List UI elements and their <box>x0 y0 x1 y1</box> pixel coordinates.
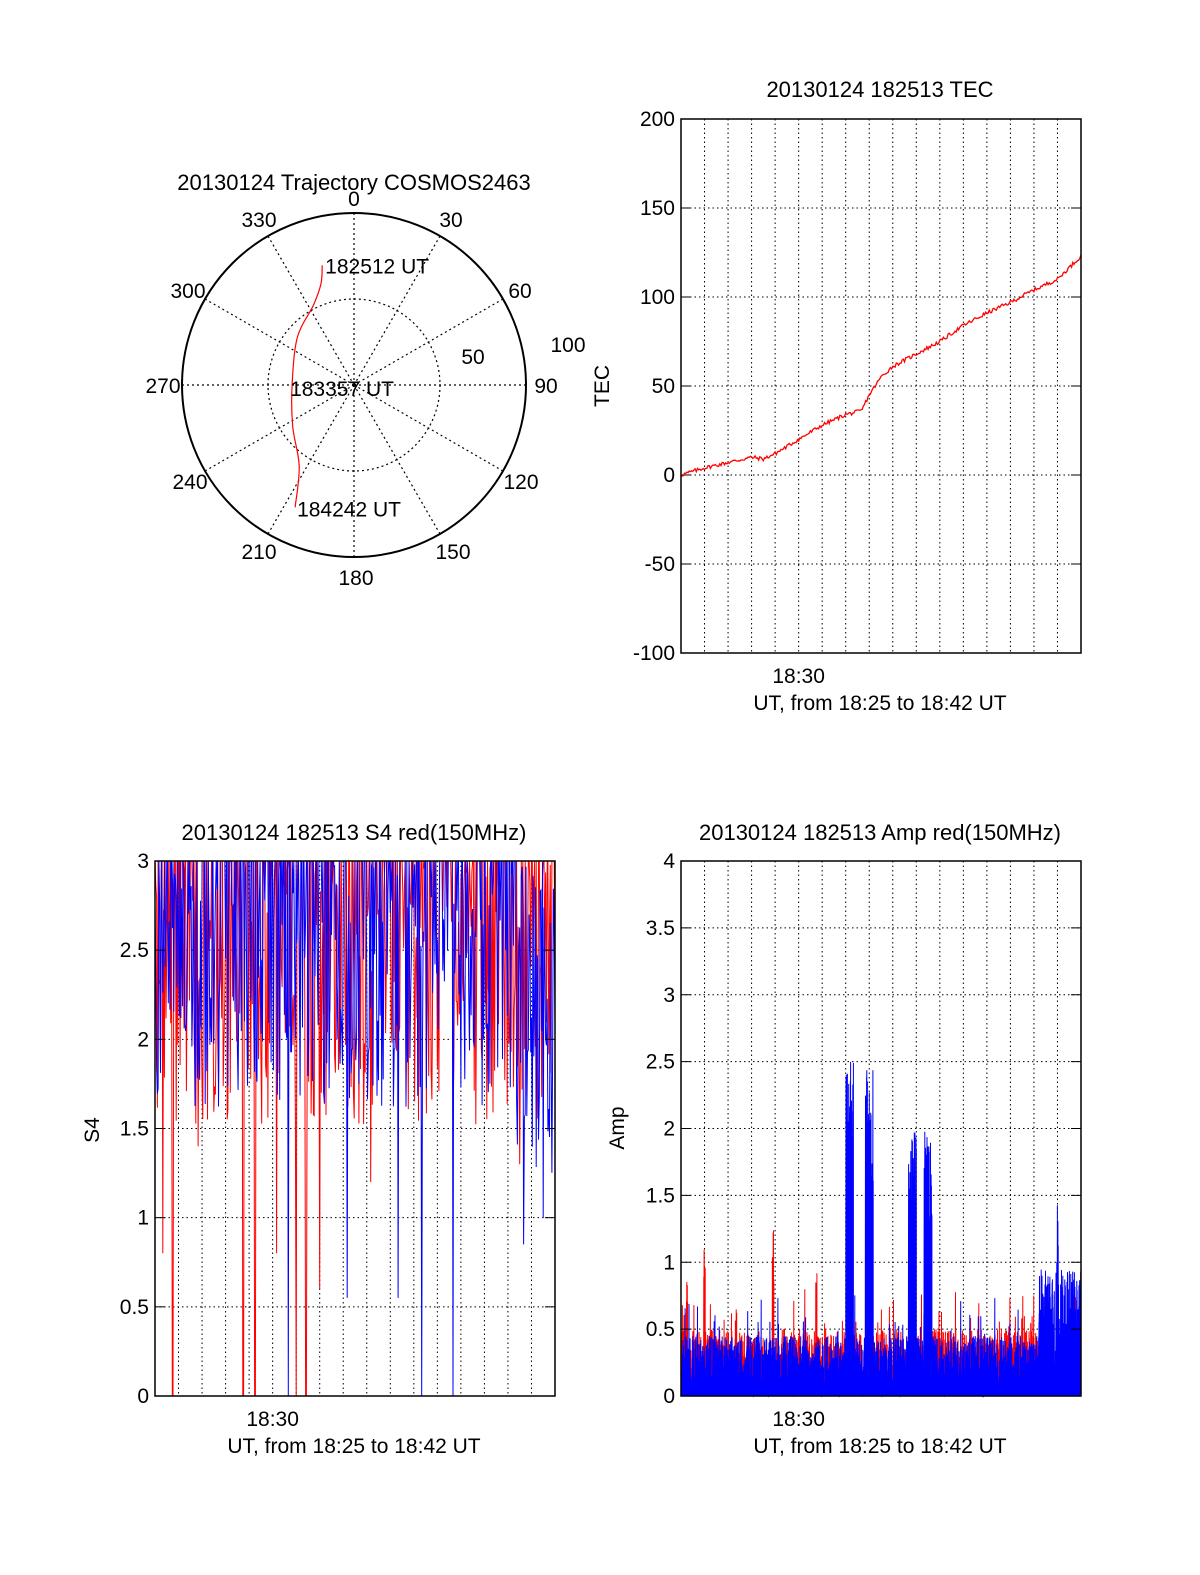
amp-series <box>680 1061 1082 1398</box>
trajectory-track <box>291 265 323 508</box>
amp-y-ticks: 0 0.5 1 1.5 2 2.5 3 3.5 4 <box>646 850 1081 1408</box>
y-tick-label: 150 <box>640 197 675 220</box>
s4-ylabel: S4 <box>81 1117 104 1143</box>
trajectory-radial-labels: 50 100 <box>461 334 585 369</box>
tec-x-ticks: 18:30 <box>772 665 825 688</box>
y-tick-label: -100 <box>633 642 675 665</box>
amp-xlabel: UT, from 18:25 to 18:42 UT <box>753 1435 1006 1458</box>
amp-series-line-blue <box>680 1061 1082 1398</box>
tec-y-ticks: -100 -50 0 50 100 150 200 <box>633 108 1081 665</box>
amp-x-ticks: 18:30 <box>772 1408 825 1431</box>
amp-panel: 20130124 182513 Amp red(150MHz) 0 0.5 1 1.5… <box>606 820 1082 1458</box>
tec-grid <box>681 119 1081 653</box>
amp-ylabel: Amp <box>606 1106 629 1149</box>
polar-azimuth-label: 330 <box>241 209 276 232</box>
y-tick-label: 1 <box>663 1251 675 1274</box>
trajectory-panel: 20130124 Trajectory COSMOS2463 0 30 60 90 12… <box>145 170 585 590</box>
polar-spoke <box>204 298 355 386</box>
y-tick-label: 50 <box>652 375 675 398</box>
polar-azimuth-label: 240 <box>172 471 207 494</box>
y-tick-label: 2 <box>663 1118 675 1141</box>
y-tick-label: 3.5 <box>646 917 675 940</box>
polar-ring <box>267 298 441 472</box>
y-tick-label: 2 <box>137 1028 149 1051</box>
polar-spoke <box>353 235 441 386</box>
tec-xlabel: UT, from 18:25 to 18:42 UT <box>753 692 1006 715</box>
polar-azimuth-label: 150 <box>435 541 470 564</box>
polar-spoke <box>353 298 504 386</box>
polar-time-label: 182512 UT <box>325 255 429 278</box>
tec-title: 20130124 182513 TEC <box>766 77 993 102</box>
y-tick-label: 2.5 <box>646 1051 675 1074</box>
polar-radial-label: 100 <box>550 334 585 357</box>
s4-xlabel: UT, from 18:25 to 18:42 UT <box>227 1435 480 1458</box>
y-tick-label: 0.5 <box>120 1296 149 1319</box>
polar-azimuth-label: 270 <box>145 375 180 398</box>
y-tick-label: -50 <box>645 553 675 576</box>
y-tick-label: 4 <box>663 850 675 873</box>
y-tick-label: 0 <box>663 1385 675 1408</box>
polar-azimuth-label: 60 <box>508 280 531 303</box>
y-tick-label: 0.5 <box>646 1318 675 1341</box>
y-tick-label: 200 <box>640 108 675 131</box>
amp-plot-frame <box>680 860 1082 1397</box>
trajectory-time-labels: 182512 UT 183357 UT 184242 UT <box>290 255 429 521</box>
polar-azimuth-label: 300 <box>170 280 205 303</box>
amp-title: 20130124 182513 Amp red(150MHz) <box>699 820 1061 845</box>
y-tick-label: 1.5 <box>120 1118 149 1141</box>
s4-panel: 20130124 182513 S4 red(150MHz) 0 0.5 1 1.5 2… <box>81 820 556 1458</box>
polar-time-label: 184242 UT <box>297 498 401 521</box>
y-tick-label: 100 <box>640 286 675 309</box>
trajectory-azimuth-labels: 0 30 60 90 120 150 180 210 240 270 300 330 <box>145 188 557 590</box>
x-tick-label: 18:30 <box>772 665 825 688</box>
y-tick-label: 2.5 <box>120 939 149 962</box>
tec-plot-frame <box>680 118 1082 654</box>
polar-spoke <box>267 384 355 535</box>
trajectory-title: 20130124 Trajectory COSMOS2463 <box>177 170 530 195</box>
polar-azimuth-label: 180 <box>338 567 373 590</box>
tec-series-line <box>680 254 1082 477</box>
y-tick-label: 1.5 <box>646 1184 675 1207</box>
y-tick-label: 0 <box>137 1385 149 1408</box>
s4-title: 20130124 182513 S4 red(150MHz) <box>182 820 527 845</box>
polar-time-label: 183357 UT <box>290 378 394 401</box>
y-tick-label: 3 <box>663 984 675 1007</box>
polar-azimuth-label: 210 <box>241 541 276 564</box>
polar-azimuth-label: 120 <box>503 471 538 494</box>
polar-radial-label: 50 <box>461 346 484 369</box>
s4-plot-frame <box>154 860 556 1397</box>
polar-spoke <box>353 384 441 535</box>
trajectory-outer-circle <box>181 212 527 558</box>
x-tick-label: 18:30 <box>246 1408 299 1431</box>
y-tick-label: 3 <box>137 850 149 873</box>
y-tick-label: 0 <box>663 464 675 487</box>
polar-azimuth-label: 0 <box>348 188 360 211</box>
polar-spoke <box>204 384 355 472</box>
x-tick-label: 18:30 <box>772 1408 825 1431</box>
tec-panel: 20130124 182513 TEC -100-50050100150200 … <box>591 77 1082 715</box>
polar-azimuth-label: 30 <box>439 209 462 232</box>
y-tick-label: 1 <box>137 1207 149 1230</box>
polar-azimuth-label: 90 <box>534 375 557 398</box>
s4-x-ticks: 18:30 <box>246 1408 299 1431</box>
trajectory-grid <box>182 213 526 557</box>
tec-ylabel: TEC <box>591 365 614 407</box>
